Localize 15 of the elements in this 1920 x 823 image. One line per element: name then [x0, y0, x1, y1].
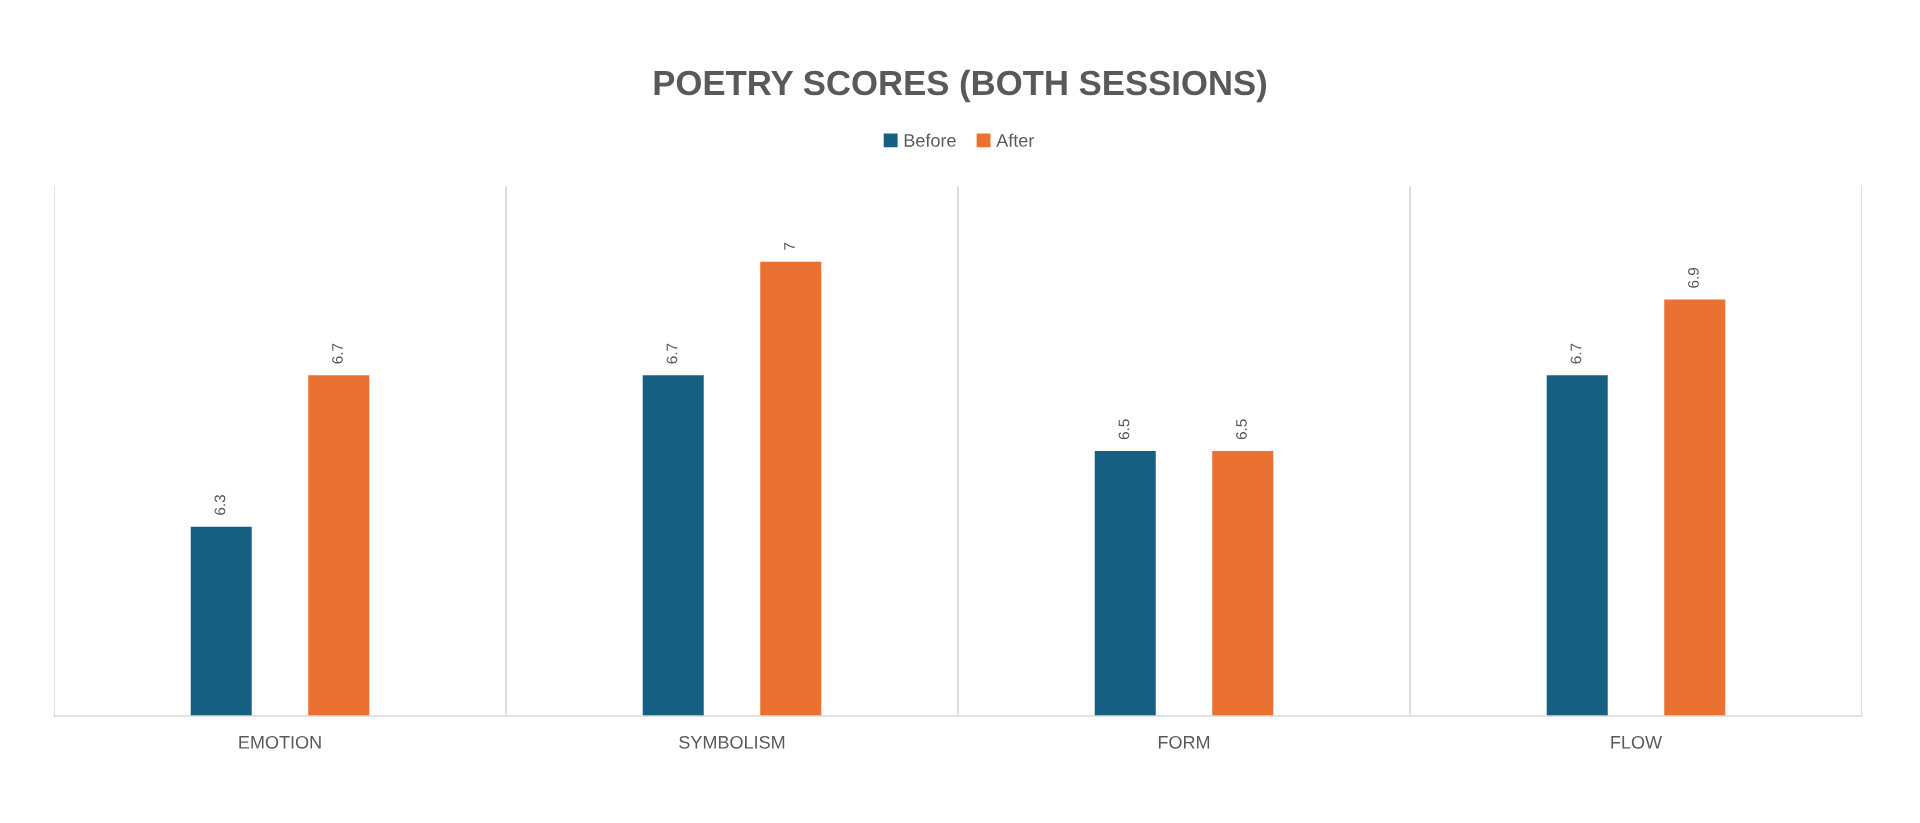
x-tick-label: SYMBOLISM: [679, 735, 785, 749]
data-label: 7: [784, 242, 795, 250]
data-label: 6.3: [214, 495, 226, 515]
x-tick-label: EMOTION: [239, 735, 321, 749]
data-label: 6.5: [1236, 419, 1247, 440]
x-tick-label: FORM: [1158, 735, 1210, 749]
data-label: 6.7: [1570, 343, 1582, 364]
x-tick-label: FLOW: [1611, 735, 1663, 749]
legend-label: Before: [904, 133, 956, 147]
data-label: 6.7: [332, 343, 343, 364]
data-label: 6.5: [1118, 419, 1130, 440]
data-label: 6.9: [1688, 267, 1699, 288]
data-label: 6.7: [666, 343, 678, 364]
legend-label: After: [996, 133, 1035, 147]
chart-title: POETRY SCORES (BOTH SESSIONS): [654, 69, 1266, 103]
